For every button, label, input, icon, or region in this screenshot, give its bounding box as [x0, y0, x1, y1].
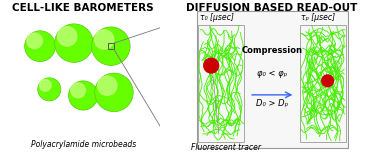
Text: Fluorescent tracer: Fluorescent tracer	[191, 143, 261, 152]
Circle shape	[95, 73, 133, 112]
Circle shape	[322, 75, 333, 87]
Circle shape	[25, 31, 56, 62]
Text: D₀ > Dₚ: D₀ > Dₚ	[256, 99, 288, 108]
Circle shape	[98, 76, 117, 95]
Text: Polyacrylamide microbeads: Polyacrylamide microbeads	[31, 140, 136, 149]
Text: τₚ [μsec]: τₚ [μsec]	[301, 13, 336, 22]
Bar	[300, 25, 346, 142]
Text: φ₀ < φₚ: φ₀ < φₚ	[257, 69, 287, 78]
Circle shape	[57, 27, 77, 46]
Circle shape	[68, 81, 98, 110]
Circle shape	[38, 78, 61, 101]
Circle shape	[71, 83, 85, 98]
Bar	[198, 25, 245, 142]
Text: Compression: Compression	[242, 46, 303, 55]
Circle shape	[27, 33, 42, 49]
Circle shape	[91, 27, 130, 65]
Circle shape	[94, 30, 114, 49]
Text: τ₀ [μsec]: τ₀ [μsec]	[200, 13, 234, 22]
FancyBboxPatch shape	[197, 11, 348, 148]
Text: DIFFUSION BASED READ-OUT: DIFFUSION BASED READ-OUT	[186, 3, 358, 13]
Circle shape	[204, 58, 218, 73]
Bar	[108, 43, 114, 49]
Text: CELL-LIKE BAROMETERS: CELL-LIKE BAROMETERS	[12, 3, 154, 13]
Circle shape	[39, 79, 51, 91]
Circle shape	[55, 24, 93, 62]
